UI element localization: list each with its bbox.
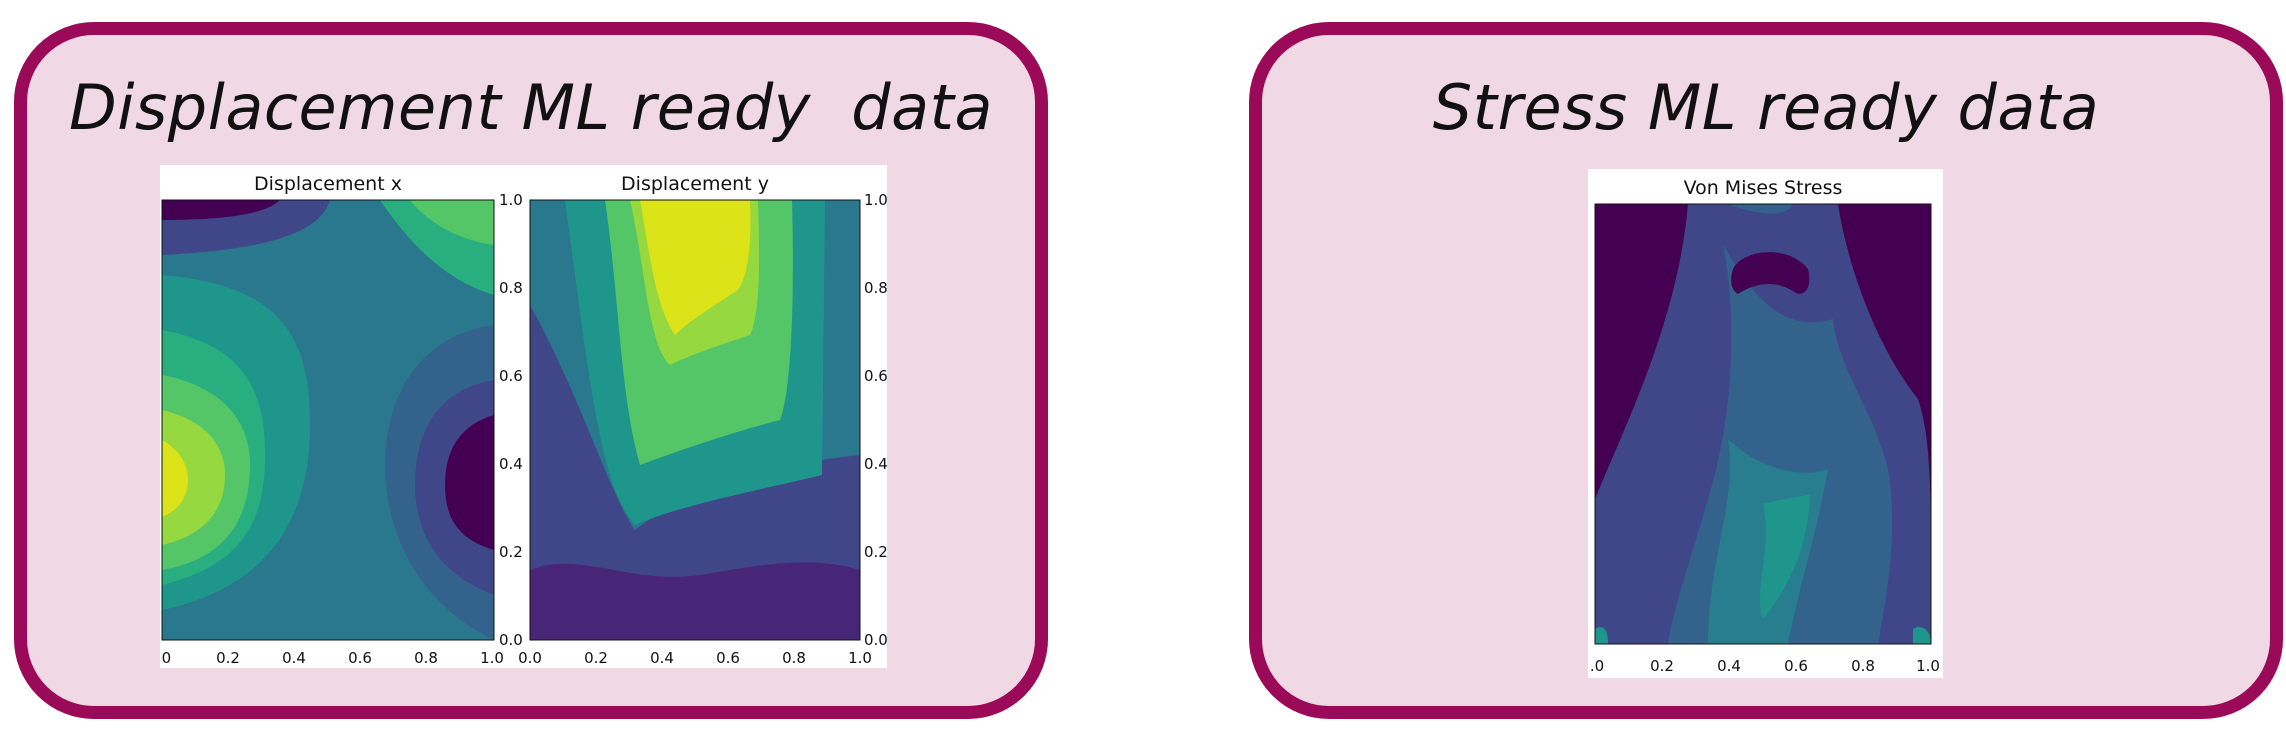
- dy-y-tick-left-2: 0.4: [499, 455, 523, 473]
- dy-x-tick-4: 0.8: [782, 649, 806, 667]
- dy-axes-frame: [529, 199, 861, 641]
- subplot-title-von-mises: Von Mises Stress: [1684, 177, 1843, 199]
- dx-x-tick-2: 0.4: [282, 649, 306, 667]
- dy-y-tick-right-1: 0.2: [864, 543, 887, 561]
- dy-band-bottom-2: [530, 562, 860, 640]
- displacement-figure: Displacement x Displacement y: [160, 165, 887, 668]
- stress-figure: Von Mises Stress .0 0.2 0.4 0.6 0.8 1.0: [1588, 169, 1943, 678]
- dy-x-tick-1: 0.2: [584, 649, 608, 667]
- dy-y-tick-right-5: 1.0: [864, 191, 887, 209]
- displacement-panel-title: Displacement ML ready data: [69, 71, 993, 144]
- dy-x-tick-0: 0.0: [518, 649, 542, 667]
- dx-band-top-right-2: [410, 200, 494, 245]
- von-mises-contours: [1595, 204, 1931, 644]
- dy-band-center-4: [640, 200, 751, 335]
- dx-x-tick-5: 1.0: [480, 649, 504, 667]
- dy-band-bottom-1: [530, 305, 860, 640]
- vm-x-tick-0: .0: [1590, 657, 1604, 675]
- dy-x-tick-5: 1.0: [848, 649, 872, 667]
- dx-band-top-left-2: [162, 200, 280, 220]
- stress-panel-title: Stress ML ready data: [1432, 71, 2100, 144]
- vm-x-tick-4: 0.8: [1851, 657, 1875, 675]
- vm-band-4: [1760, 494, 1810, 619]
- dx-x-tick-0: .0: [160, 649, 171, 667]
- dy-y-tick-left-5: 1.0: [499, 191, 523, 209]
- dy-y-tick-left-1: 0.2: [499, 543, 523, 561]
- dx-x-tick-3: 0.6: [348, 649, 372, 667]
- subplot-title-displacement-x: Displacement x: [254, 173, 402, 195]
- dx-x-tick-1: 0.2: [216, 649, 240, 667]
- dy-y-tick-right-0: 0.0: [864, 631, 887, 649]
- vm-x-tick-1: 0.2: [1650, 657, 1674, 675]
- dx-band-right-3: [445, 415, 494, 550]
- dy-y-tick-right-2: 0.4: [864, 455, 887, 473]
- dx-band-left-4: [162, 410, 225, 545]
- dx-band-left-5: [162, 440, 188, 517]
- vm-band-corner-right: [1913, 627, 1931, 644]
- vm-x-ticks: .0 0.2 0.4 0.6 0.8 1.0: [1590, 657, 1940, 675]
- dy-y-ticks-right: 0.0 0.2 0.4 0.6 0.8 1.0: [864, 191, 887, 649]
- displacement-figure-svg: Displacement x Displacement y: [160, 173, 887, 667]
- subplot-title-displacement-y: Displacement y: [621, 173, 769, 195]
- dx-x-tick-4: 0.8: [414, 649, 438, 667]
- vm-band-inner-dark: [1731, 252, 1810, 294]
- dx-axes-frame: [161, 199, 495, 641]
- dy-y-tick-right-3: 0.6: [864, 367, 887, 385]
- displacement-x-contours: [162, 200, 494, 640]
- dx-x-ticks: .0 0.2 0.4 0.6 0.8 1.0: [160, 649, 504, 667]
- vm-band-top-notch: [1728, 204, 1793, 214]
- dy-y-tick-left-4: 0.8: [499, 279, 523, 297]
- vm-x-tick-2: 0.4: [1717, 657, 1741, 675]
- dy-x-tick-3: 0.6: [716, 649, 740, 667]
- displacement-y-contours: [530, 200, 860, 640]
- dy-y-tick-right-4: 0.8: [864, 279, 887, 297]
- dy-x-ticks: 0.0 0.2 0.4 0.6 0.8 1.0: [518, 649, 872, 667]
- dy-y-tick-left-3: 0.6: [499, 367, 523, 385]
- vm-x-tick-5: 1.0: [1916, 657, 1940, 675]
- stress-figure-svg: Von Mises Stress .0 0.2 0.4 0.6 0.8 1.0: [1590, 177, 1940, 675]
- dy-y-tick-left-0: 0.0: [499, 631, 523, 649]
- vm-band-corner-left: [1595, 627, 1608, 644]
- dy-x-tick-2: 0.4: [650, 649, 674, 667]
- vm-x-tick-3: 0.6: [1784, 657, 1808, 675]
- vm-axes-frame: [1594, 203, 1932, 645]
- dy-y-ticks-left: 0.0 0.2 0.4 0.6 0.8 1.0: [499, 191, 523, 649]
